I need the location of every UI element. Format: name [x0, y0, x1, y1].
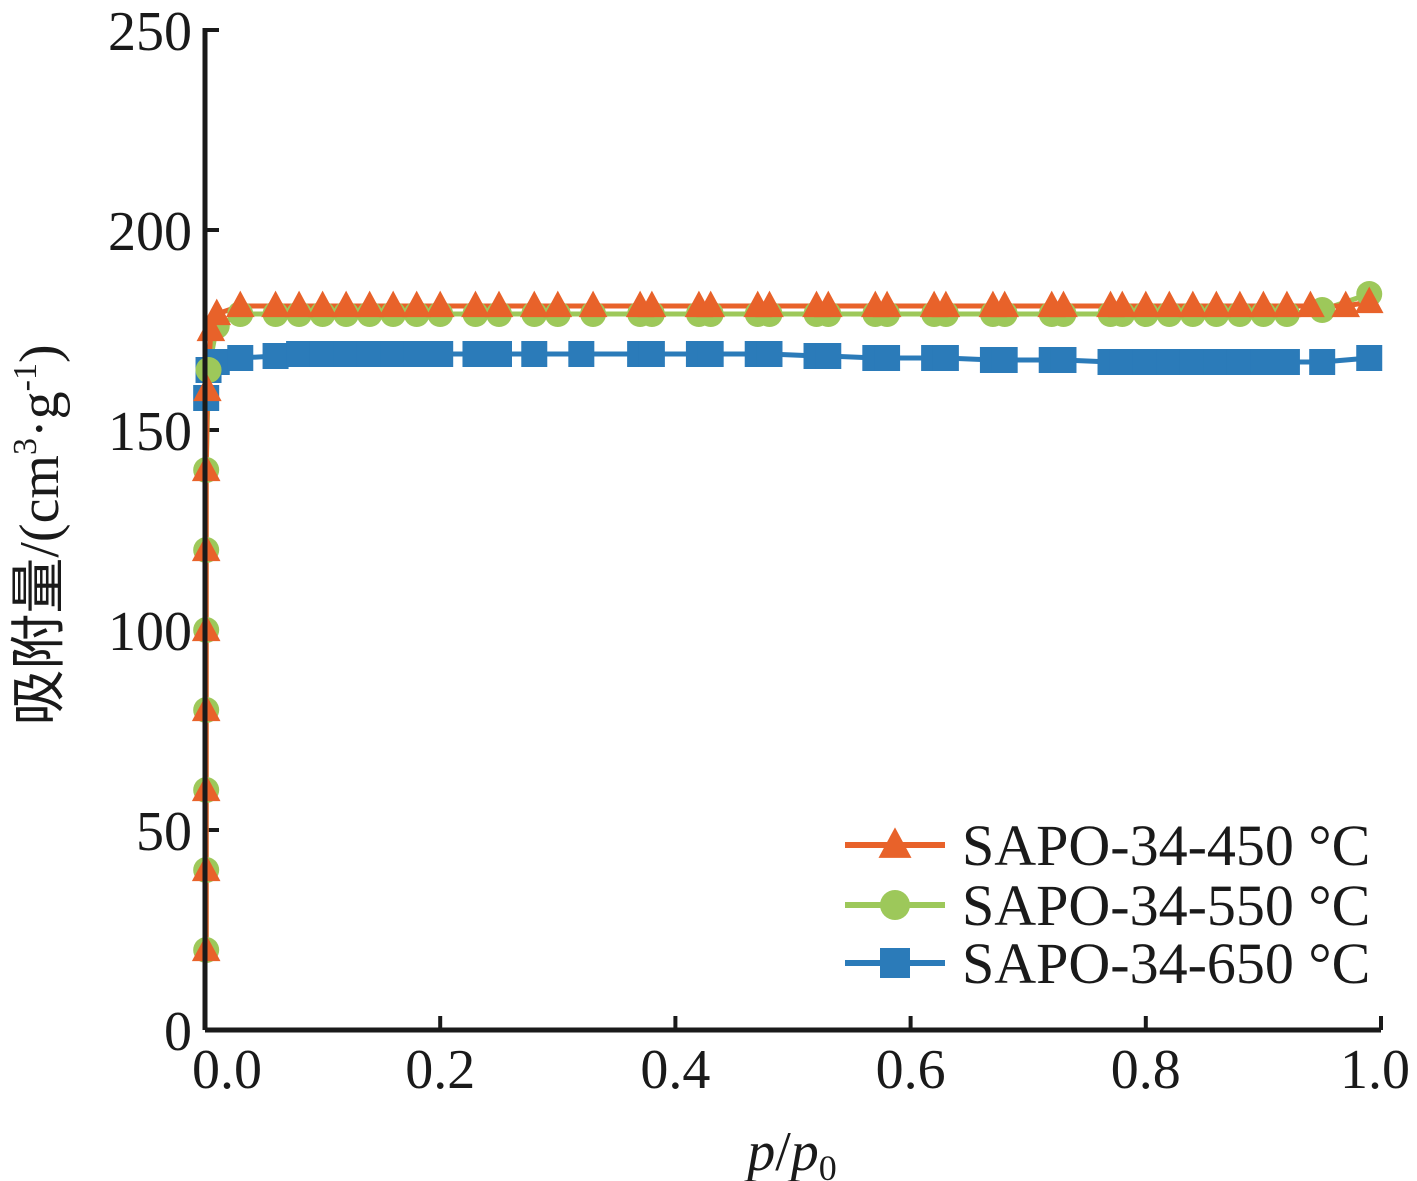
tick-labels: 0 50 100 150 200 250 0.0 0.2 0.4 0.6 0.8 1.0 [108, 1, 1410, 1101]
triangle-marker [461, 290, 490, 318]
square-marker [227, 345, 254, 371]
square-marker [697, 341, 724, 367]
square-marker [521, 341, 548, 367]
triangle-marker [225, 290, 255, 318]
square-marker [486, 341, 512, 367]
square-marker [1309, 349, 1336, 375]
x-tick-label: 0.2 [405, 1039, 475, 1101]
circle-marker [880, 890, 910, 920]
triangle-marker [1331, 290, 1361, 318]
square-marker [262, 343, 289, 369]
square-marker [1273, 349, 1300, 375]
x-tick-label: 0.4 [640, 1039, 710, 1101]
triangle-marker [1155, 290, 1184, 318]
x-axis-title: p/p0 [743, 1121, 837, 1181]
x-tick-label: 0.6 [876, 1039, 946, 1101]
square-marker [1356, 345, 1383, 371]
square-marker [1250, 349, 1277, 375]
triangle-marker [755, 290, 784, 318]
triangle-marker [1296, 290, 1325, 318]
triangle-marker [202, 298, 232, 326]
y-axis-title: 吸附量/(cm3·g-1) [7, 344, 71, 725]
square-marker [309, 341, 336, 367]
triangle-marker [331, 290, 361, 318]
square-marker [1050, 347, 1077, 373]
square-marker [1226, 349, 1253, 375]
square-marker [1132, 349, 1159, 375]
triangle-marker [931, 290, 961, 318]
triangle-marker [425, 290, 455, 318]
square-marker [1156, 349, 1183, 375]
triangle-marker [1225, 290, 1255, 318]
legend-label: SAPO-34-450 °C [962, 813, 1370, 878]
square-marker [638, 341, 665, 367]
square-marker [356, 341, 383, 367]
x-tick-label: 1.0 [1340, 1039, 1410, 1101]
square-marker [333, 341, 360, 367]
triangle-marker [402, 290, 431, 318]
triangle-marker [1178, 290, 1208, 318]
triangle-marker [1049, 290, 1078, 318]
y-tick-label: 250 [108, 1, 192, 63]
square-marker [1203, 349, 1230, 375]
triangle-marker [519, 290, 549, 318]
y-tick-label: 50 [136, 801, 192, 863]
square-marker [880, 948, 910, 978]
triangle-marker [637, 290, 667, 318]
square-marker [403, 341, 430, 367]
y-tick-label: 200 [108, 201, 192, 263]
triangle-marker [872, 290, 902, 318]
triangle-marker [261, 290, 290, 318]
square-marker [568, 341, 595, 367]
y-tick-label: 150 [108, 401, 192, 463]
triangle-marker [696, 290, 725, 318]
triangle-marker [1202, 290, 1231, 318]
triangle-marker [355, 290, 384, 318]
square-marker [932, 345, 959, 371]
triangle-marker [578, 290, 608, 318]
circle-marker [195, 357, 222, 383]
triangle-marker [1354, 286, 1384, 314]
x-tick-label: 0.0 [192, 1039, 262, 1101]
square-marker [286, 341, 313, 367]
triangle-marker [484, 290, 514, 318]
triangle-marker [1249, 290, 1278, 318]
square-marker [756, 341, 783, 367]
triangle-marker [543, 290, 573, 318]
square-marker [815, 343, 842, 369]
triangle-marker [378, 290, 408, 318]
triangle-marker [990, 290, 1019, 318]
triangle-marker [1107, 290, 1137, 318]
axes [202, 28, 1381, 1033]
square-marker [874, 345, 901, 371]
square-marker [462, 341, 489, 367]
triangle-marker [813, 290, 843, 318]
square-marker [991, 347, 1018, 373]
triangle-marker [308, 290, 337, 318]
square-marker [1179, 349, 1206, 375]
square-marker [1109, 349, 1136, 375]
legend-label: SAPO-34-550 °C [962, 873, 1370, 938]
triangle-marker [1131, 290, 1161, 318]
square-marker [380, 341, 407, 367]
y-tick-label: 100 [108, 601, 192, 663]
triangle-marker [284, 290, 314, 318]
triangle-marker [1272, 290, 1302, 318]
triangle-marker [878, 827, 912, 858]
legend-label: SAPO-34-650 °C [962, 931, 1370, 996]
square-marker [427, 341, 454, 367]
series-markers [191, 281, 1384, 963]
y-tick-label: 0 [164, 1001, 192, 1063]
x-tick-label: 0.8 [1111, 1039, 1181, 1101]
